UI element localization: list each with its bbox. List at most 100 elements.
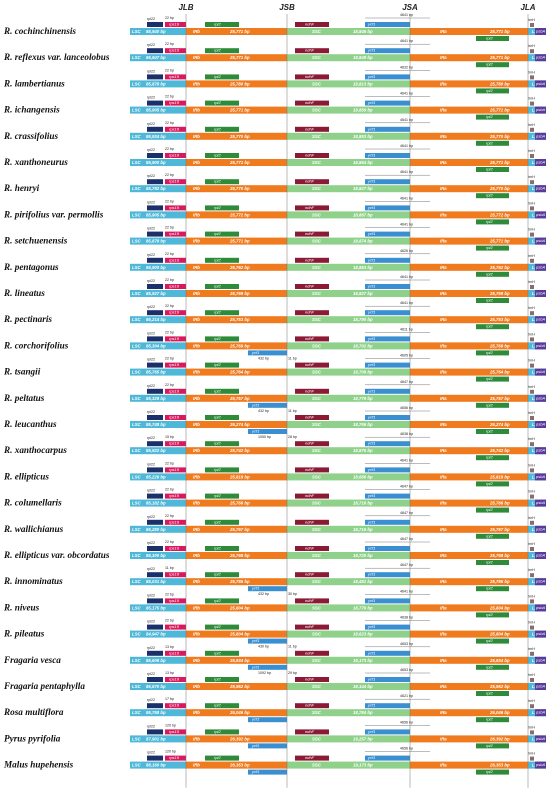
rpl2-label: rpl2 xyxy=(214,703,221,708)
species-name: R. ellipticus xyxy=(3,471,49,481)
irb-region xyxy=(186,656,287,664)
ycf1-gene xyxy=(365,703,410,709)
rps19-distance: 120 bp xyxy=(165,723,176,727)
rpl2-gene xyxy=(205,205,239,211)
trnH-gene xyxy=(530,756,534,761)
ycf1-ir-gap-b: 11 bp xyxy=(288,409,297,413)
ssc-region xyxy=(287,552,410,559)
rps19-distance: 22 bp xyxy=(165,488,174,492)
rpl2-ira-label: rpl2 xyxy=(486,402,493,407)
ndhF-gene xyxy=(295,650,329,656)
ndhF-label: ndhF xyxy=(305,650,315,655)
rpl2-gene xyxy=(205,598,239,604)
ndhF-gene xyxy=(295,257,329,263)
rps19-label: rps19 xyxy=(169,415,180,420)
rpl2-gene xyxy=(205,650,239,656)
ssc-region xyxy=(287,80,410,88)
psbA-label: psbA xyxy=(535,369,545,374)
ssc-region xyxy=(287,394,410,402)
lsc-label: LSC xyxy=(132,736,141,741)
rpl22-gene xyxy=(147,650,163,656)
ycf1-length: 4641 bp xyxy=(400,301,413,305)
ira-region xyxy=(410,159,528,166)
ira-size: 25,952 bp xyxy=(489,684,510,689)
trnH-gene xyxy=(530,416,534,420)
ira-size: 25,769 bp xyxy=(489,291,510,296)
trnH-gene xyxy=(530,389,534,394)
ssc-size: 18,720 bp xyxy=(353,553,373,558)
ira-size: 25,771 bp xyxy=(489,160,510,165)
lsc-label: LSC xyxy=(132,160,141,165)
irb-region xyxy=(186,106,287,114)
ira-label: IRa xyxy=(440,134,447,139)
rpl22-label: rpl22 xyxy=(147,515,155,519)
irb-region xyxy=(186,735,287,743)
lsc-region-left xyxy=(130,80,186,88)
ndhF-gene xyxy=(295,126,329,132)
trnH-gene xyxy=(530,494,534,499)
trnH-label: trnH xyxy=(528,411,535,415)
ira-region xyxy=(410,316,528,324)
psbA-gene xyxy=(535,525,546,533)
irb-region xyxy=(186,263,287,271)
ssc-size: 19,257 bp xyxy=(353,736,373,741)
ira-size: 25,757 bp xyxy=(489,396,510,401)
lsc-label: LSC xyxy=(132,527,141,532)
irb-label: IRb xyxy=(193,448,200,453)
ssc-region xyxy=(287,761,410,769)
rpl2-ira-label: rpl2 xyxy=(486,455,493,460)
irb-label: IRb xyxy=(193,422,200,427)
rps19-distance: 22 bp xyxy=(165,95,174,99)
ycf1-label: ycf1 xyxy=(367,48,375,53)
lsc-region-left xyxy=(130,447,186,455)
junction-label-jla: JLA xyxy=(520,3,535,12)
irb-region xyxy=(186,28,287,35)
species-row: R. henryi LSC 85,792 bp IRb 25,770 bp SSC 18,8… xyxy=(3,170,546,199)
ssc-size: 18,173 bp xyxy=(353,658,373,663)
rpl22-gene xyxy=(147,755,163,761)
irb-size: 26,353 bp xyxy=(229,763,250,768)
lsc-label: LSC xyxy=(132,343,141,348)
psbA-label: psbA xyxy=(535,107,545,112)
rpl22-gene xyxy=(147,310,163,316)
rpl22-label: rpl22 xyxy=(147,489,155,493)
ndhF-gene xyxy=(295,493,329,499)
rpl22-label: rpl22 xyxy=(147,227,155,231)
ycf1-ir-fragment xyxy=(248,586,287,592)
rps19-label: rps19 xyxy=(169,650,180,655)
lsc-region-left xyxy=(130,368,186,376)
psbA-gene xyxy=(535,499,546,507)
rpl2-ira-label: rpl2 xyxy=(486,350,493,355)
lsc-label: LSC xyxy=(132,239,141,244)
species-name: R. innominatus xyxy=(3,576,63,586)
ycf1-ir-gap-b: 11 bp xyxy=(288,356,297,360)
ira-region xyxy=(410,106,528,114)
ssc-label: SSC xyxy=(312,134,322,139)
ssc-label: SSC xyxy=(312,265,322,270)
irb-size: 25,771 bp xyxy=(229,160,250,165)
species-name: Rosa multiflora xyxy=(3,707,64,717)
ycf1-ir-fragment xyxy=(248,769,287,775)
rps19-gene xyxy=(165,362,186,368)
ira-region xyxy=(410,185,528,193)
irb-size: 25,785 bp xyxy=(229,579,250,584)
ssc-region xyxy=(287,342,410,350)
species-row: R. peltatus LSC 85,329 bp IRb 25,757 bp SSC 18… xyxy=(3,380,546,413)
rpl22-gene xyxy=(147,729,163,735)
trnH-gene xyxy=(530,573,534,578)
rpl2-gene xyxy=(205,179,239,185)
ssc-size: 18,765 bp xyxy=(353,422,373,427)
trnH-gene xyxy=(530,337,534,342)
rpl2-gene xyxy=(205,729,239,735)
rps19-gene xyxy=(165,546,186,551)
rpl2-gene-ira xyxy=(476,560,509,565)
lsc-label: LSC xyxy=(132,579,141,584)
rpl2-label: rpl2 xyxy=(214,284,221,289)
ssc-region xyxy=(287,709,410,717)
species-name: R. lambertianus xyxy=(3,78,65,88)
species-row: Fragaria pentaphylla LSC 85,570 bp IRb 25,95… xyxy=(3,668,546,696)
lsc-label: LSC xyxy=(132,553,141,558)
ira-region xyxy=(410,656,528,664)
psbA-gene xyxy=(535,394,546,402)
rpl22-label: rpl22 xyxy=(147,567,155,571)
